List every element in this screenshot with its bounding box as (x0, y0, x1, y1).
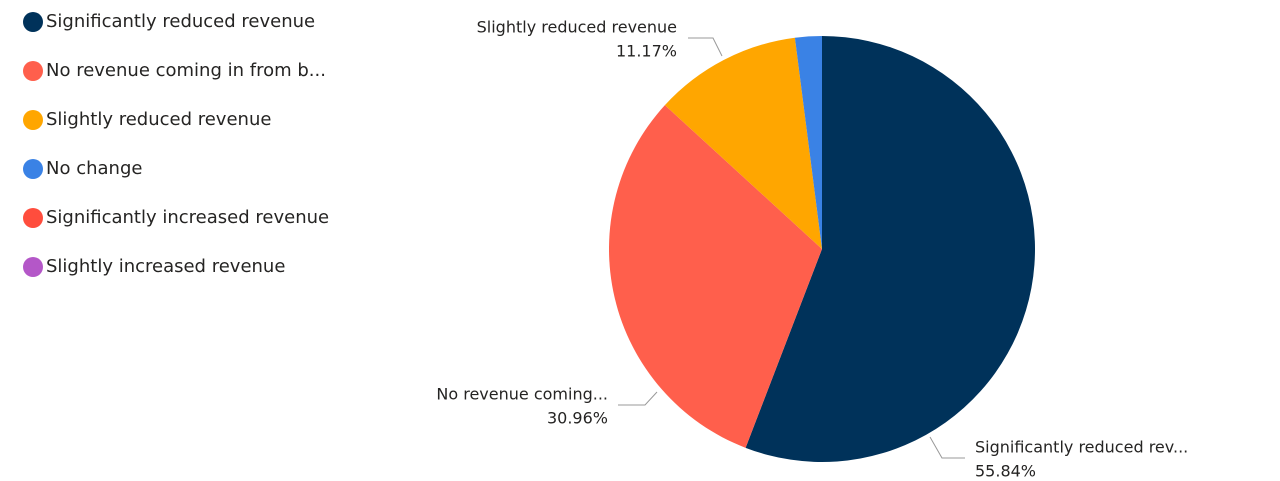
legend-label: Slightly increased revenue (46, 256, 285, 277)
legend-marker (23, 208, 43, 228)
slice-label: Significantly reduced rev... (975, 438, 1188, 457)
leader-line (688, 37, 723, 57)
legend-marker (23, 61, 43, 81)
leader-line (929, 436, 965, 459)
legend-marker (23, 110, 43, 130)
legend-label: Slightly reduced revenue (46, 109, 271, 130)
slice-label: No revenue coming... (436, 385, 608, 404)
value-label: 30.96% (547, 409, 608, 428)
legend-label: No change (46, 158, 142, 179)
value-label: 55.84% (975, 462, 1036, 481)
value-label: 11.17% (616, 42, 677, 61)
leader-line (618, 391, 658, 406)
pie-slice (664, 37, 822, 249)
pie-slice (794, 36, 822, 249)
slice-label: Slightly reduced revenue (477, 18, 677, 37)
legend-label: No revenue coming in from b... (46, 60, 326, 81)
legend-marker (23, 159, 43, 179)
legend-marker (23, 257, 43, 277)
legend-label: Significantly reduced revenue (46, 11, 315, 32)
pie-slice (745, 36, 1035, 462)
pie-slice (609, 105, 822, 448)
legend-marker (23, 12, 43, 32)
legend-label: Significantly increased revenue (46, 207, 329, 228)
